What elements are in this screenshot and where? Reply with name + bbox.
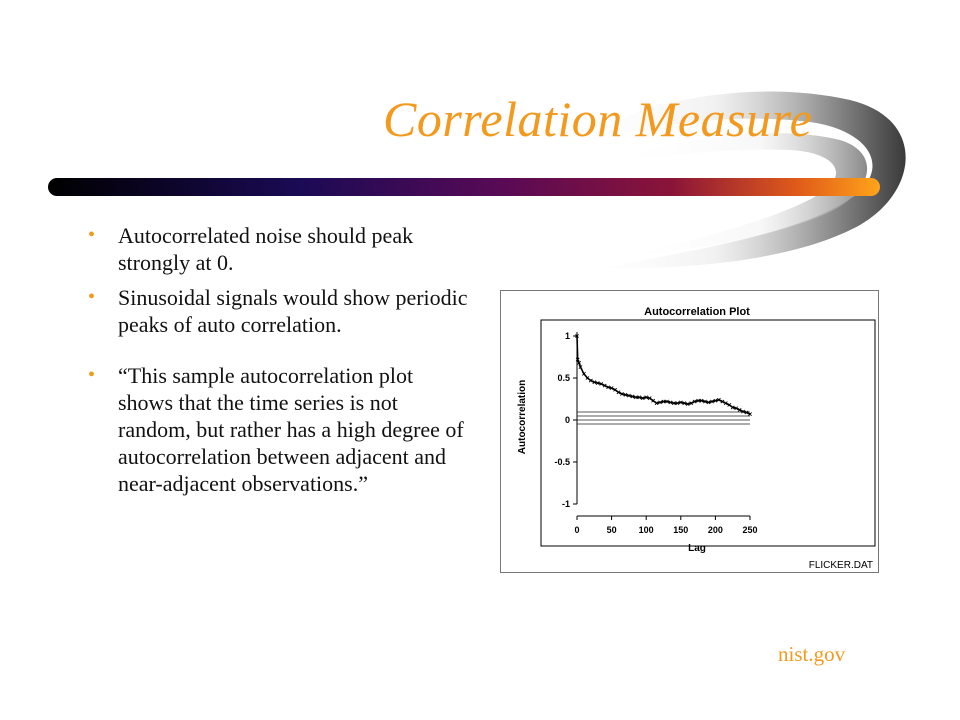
data-point [633, 395, 638, 400]
data-point [741, 409, 745, 414]
data-point [734, 406, 739, 411]
x-tick-label: 50 [607, 525, 617, 535]
data-point [606, 385, 611, 390]
data-point [602, 383, 607, 388]
data-point [716, 397, 721, 402]
y-tick-label: -1 [562, 499, 570, 509]
data-point [582, 371, 586, 376]
bullet-item: • Autocorrelated noise should peak strong… [88, 222, 468, 276]
data-point [647, 396, 652, 401]
y-axis-label: Autocorrelation [517, 380, 528, 454]
data-point [640, 396, 645, 401]
plot-frame [540, 319, 876, 547]
data-point [654, 401, 659, 406]
data-point [630, 394, 635, 399]
data-point [577, 360, 581, 365]
data-point [595, 381, 600, 385]
data-point [671, 401, 676, 406]
slide-title: Correlation Measure [383, 91, 813, 147]
bullet-dot-icon: • [88, 224, 96, 246]
data-point [699, 398, 704, 403]
bullet-item: • Sinusoidal signals would show periodic … [88, 284, 468, 338]
autocorrelation-chart: Autocorrelation Plot 1 0.5 0 -0.5 -1 0 50 100 1… [517, 306, 876, 571]
data-point [727, 402, 732, 407]
x-axis-label: Lag [688, 543, 706, 554]
data-point [692, 399, 697, 404]
data-point [737, 408, 742, 412]
source-credit: nist.gov [778, 642, 846, 666]
data-point [609, 386, 614, 390]
x-ticks: 0 50 100 150 200 250 [574, 516, 758, 535]
bullet-dot-icon: • [88, 364, 96, 386]
data-point [689, 401, 694, 406]
y-tick-label: 0 [565, 415, 570, 425]
bullet-item: • “This sample autocorrelation plot shows… [88, 362, 468, 497]
autocorrelation-figure: Autocorrelation Plot 1 0.5 0 -0.5 -1 0 50 100 1… [500, 290, 879, 573]
data-point [668, 400, 673, 405]
data-point [720, 399, 725, 404]
y-tick-label: -0.5 [554, 457, 570, 467]
series-group [575, 334, 752, 417]
data-point [588, 378, 593, 383]
data-point [616, 390, 621, 395]
title-swoosh-decoration [48, 91, 906, 269]
bullet-text: Autocorrelated noise should peak strongl… [118, 223, 414, 275]
data-point [620, 392, 624, 396]
data-point [661, 399, 666, 404]
data-point [599, 381, 604, 386]
data-point [644, 395, 649, 400]
data-point [575, 334, 579, 338]
data-point [706, 400, 711, 405]
data-point [723, 401, 728, 406]
data-point [710, 399, 714, 404]
bullet-list: • Autocorrelated noise should peak strong… [88, 222, 468, 497]
data-point [626, 393, 631, 398]
data-point [675, 401, 680, 406]
data-point [585, 376, 590, 380]
x-tick-label: 100 [639, 525, 654, 535]
bullet-dot-icon: • [88, 286, 96, 308]
y-ticks: 1 0.5 0 -0.5 -1 [554, 331, 577, 509]
bullet-text: “This sample autocorrelation plot shows … [118, 363, 464, 496]
reference-lines [577, 411, 750, 425]
data-point [665, 399, 669, 404]
x-tick-label: 200 [708, 525, 723, 535]
data-point [623, 392, 628, 397]
dataset-label: FLICKER.DAT [809, 560, 873, 571]
data-point [575, 357, 580, 362]
data-point [730, 405, 735, 410]
data-point [748, 412, 752, 417]
data-point [685, 402, 690, 406]
y-tick-label: 1 [565, 331, 570, 341]
data-point [678, 400, 683, 405]
x-tick-label: 150 [673, 525, 688, 535]
chart-title: Autocorrelation Plot [644, 306, 750, 318]
x-tick-label: 250 [742, 525, 757, 535]
autocorrelation-series-line [576, 335, 751, 415]
data-point [744, 410, 749, 415]
bullet-text: Sinusoidal signals would show periodic p… [118, 285, 468, 337]
data-point [682, 401, 687, 406]
data-point [696, 398, 701, 403]
data-point [613, 387, 617, 392]
data-point [651, 398, 656, 403]
data-point [592, 380, 597, 385]
y-tick-label: 0.5 [557, 373, 570, 383]
x-tick-label: 0 [574, 525, 579, 535]
data-point [713, 398, 718, 403]
data-point [578, 365, 583, 369]
data-point [637, 395, 642, 400]
data-point [703, 399, 707, 404]
data-point [658, 400, 662, 405]
